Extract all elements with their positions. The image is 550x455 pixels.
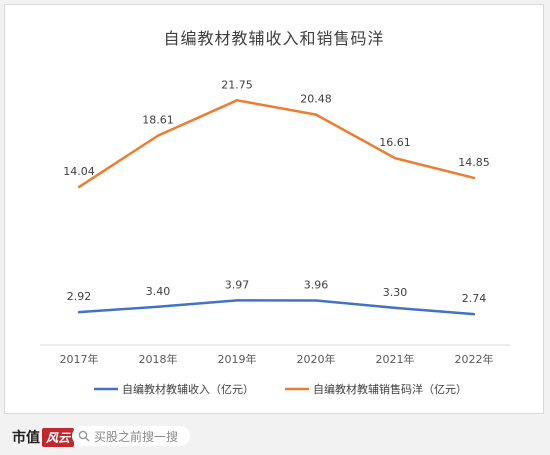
data-label: 16.61 <box>379 136 411 149</box>
x-tick-label: 2021年 <box>376 352 415 366</box>
data-point <box>235 99 239 102</box>
data-point <box>472 176 476 180</box>
data-point <box>393 306 397 310</box>
brand-mark: 风云 <box>42 428 75 447</box>
x-tick-label: 2018年 <box>139 352 178 366</box>
search-placeholder: 买股之前搜一搜 <box>94 429 179 444</box>
data-label: 3.40 <box>146 285 171 298</box>
series-line-2 <box>78 99 475 189</box>
data-point <box>77 185 81 189</box>
data-point <box>393 156 397 160</box>
data-point <box>472 312 476 316</box>
line-chart: 2017年 2018年 2019年 2020年 2021年 2022年 2.92 3.40 3.… <box>40 78 510 396</box>
data-label: 3.97 <box>225 278 250 291</box>
legend-label-2: 自编教材教辅销售码洋（亿元） <box>313 382 467 396</box>
x-tick-label: 2022年 <box>455 352 494 366</box>
x-tick-label: 2019年 <box>218 352 257 366</box>
data-point <box>156 305 160 308</box>
series-line-1 <box>78 299 475 316</box>
footer-bar: 市值 风云 买股之前搜一搜 <box>0 417 550 455</box>
data-point <box>156 134 160 137</box>
data-label: 3.30 <box>383 286 408 299</box>
data-label: 21.75 <box>221 78 253 91</box>
data-point <box>235 299 239 302</box>
data-label: 14.85 <box>458 156 490 169</box>
search-box[interactable]: 买股之前搜一搜 <box>72 426 191 446</box>
data-point <box>314 113 318 116</box>
brand-logo[interactable]: 市值 风云 <box>12 427 75 447</box>
data-label: 14.04 <box>63 165 95 178</box>
search-icon <box>78 430 90 442</box>
data-label: 18.61 <box>142 114 174 127</box>
x-tick-label: 2020年 <box>297 352 336 366</box>
data-label: 2.92 <box>67 290 92 303</box>
data-point <box>314 299 318 302</box>
data-label: 2.74 <box>462 292 487 305</box>
x-tick-label: 2017年 <box>60 352 99 366</box>
chart-title: 自编教材教辅收入和销售码洋 <box>163 29 385 48</box>
data-point <box>77 310 81 314</box>
legend-label-1: 自编教材教辅收入（亿元） <box>122 382 254 396</box>
data-label: 20.48 <box>300 93 332 106</box>
brand-name: 市值 <box>12 430 40 446</box>
data-label: 3.96 <box>304 278 329 291</box>
chart-card: 自编教材教辅收入和销售码洋 <box>4 4 544 414</box>
